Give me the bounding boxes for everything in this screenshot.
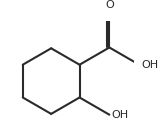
Text: O: O [105, 0, 114, 10]
Text: OH: OH [141, 60, 158, 70]
Text: OH: OH [111, 110, 128, 120]
